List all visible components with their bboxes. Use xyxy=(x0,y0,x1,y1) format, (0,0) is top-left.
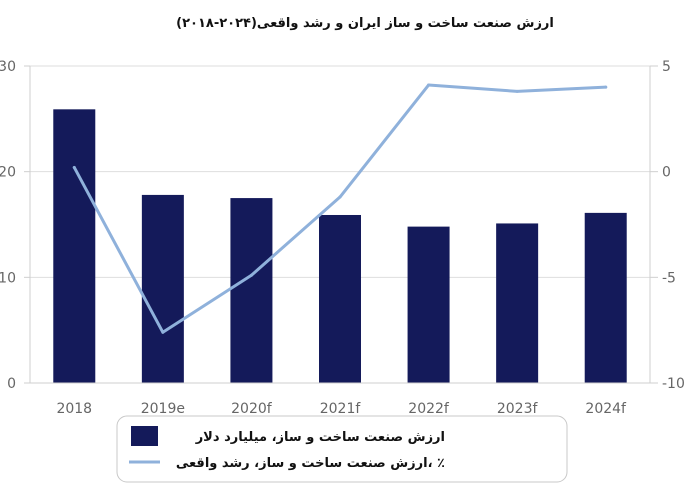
x-tick-label: 2018 xyxy=(56,401,92,417)
axes: 0 10 20 30 -10 -5 0 5 2018 2019e 2020f 2021f 2022f 20… xyxy=(0,59,685,417)
y-left-tick-label: 30 xyxy=(0,59,16,75)
y-left-tick-label: 0 xyxy=(7,376,16,392)
y-right-tick-label: 5 xyxy=(662,59,671,75)
legend: ارزش صنعت ساخت و ساز، میلیارد دلار ارزش … xyxy=(116,415,568,483)
line-series xyxy=(72,83,608,334)
line-point xyxy=(338,195,342,199)
y-right-tick-label: 0 xyxy=(662,165,671,181)
bar-series xyxy=(53,109,627,383)
x-tick-label: 2024f xyxy=(585,401,627,417)
line-point xyxy=(72,165,76,169)
y-left-tick-label: 20 xyxy=(0,165,16,181)
bar xyxy=(319,214,361,383)
line-point xyxy=(427,83,431,87)
x-tick-label: 2019e xyxy=(141,401,185,417)
bar xyxy=(141,194,184,383)
chart-title: ارزش صنعت ساخت و ساز ایران و رشد واقعی(۲… xyxy=(176,16,554,31)
bar xyxy=(230,198,273,383)
x-tick-label: 2022f xyxy=(408,401,450,417)
bar xyxy=(407,226,450,383)
legend-label-line: ارزش صنعت ساخت و ساز، رشد واقعی، ٪ xyxy=(176,456,445,471)
y-right-tick-label: -10 xyxy=(662,376,685,392)
bar xyxy=(584,212,627,383)
bar xyxy=(496,223,539,383)
y-right-tick-label: -5 xyxy=(662,270,676,286)
x-tick-label: 2021f xyxy=(320,401,362,417)
y-left-tick-label: 10 xyxy=(0,270,16,286)
line-point xyxy=(515,89,519,93)
line-point xyxy=(161,330,165,334)
legend-box xyxy=(116,415,568,483)
legend-swatch-bar xyxy=(131,426,158,446)
legend-label-bar: ارزش صنعت ساخت و ساز، میلیارد دلار xyxy=(195,430,445,445)
x-tick-label: 2020f xyxy=(231,401,273,417)
x-tick-label: 2023f xyxy=(497,401,539,417)
bar xyxy=(53,109,96,383)
line-point xyxy=(604,85,608,89)
line-point xyxy=(249,273,253,277)
